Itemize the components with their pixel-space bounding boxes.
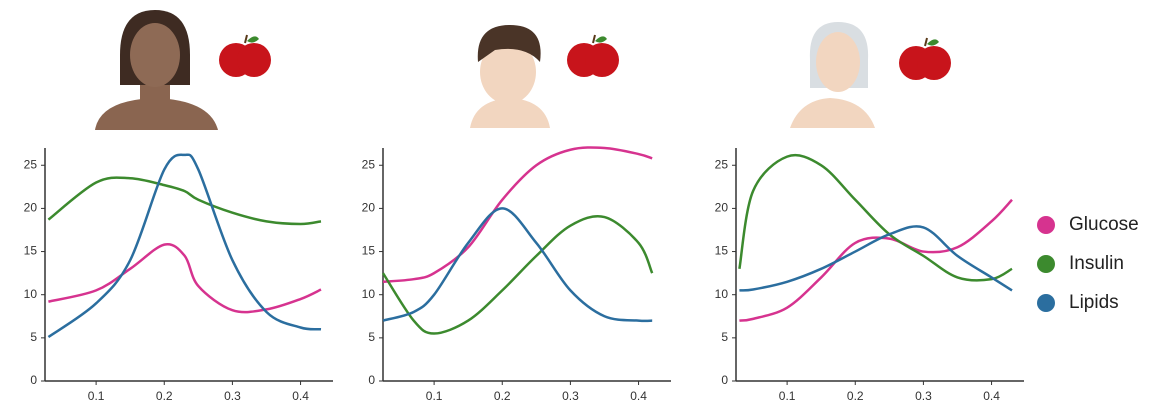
line — [739, 225, 1013, 292]
x-tick-label: 0.2 — [494, 389, 511, 403]
legend-label: Lipids — [1069, 292, 1119, 313]
x-tick-label: 0.2 — [156, 389, 173, 403]
x-tick-label: 0.4 — [983, 389, 1000, 403]
legend-marker — [1037, 255, 1055, 273]
line — [738, 153, 1013, 282]
person-body — [790, 98, 875, 128]
y-tick-label: 25 — [362, 157, 376, 171]
legend-label: Glucose — [1069, 214, 1139, 235]
apple — [567, 34, 619, 77]
x-tick-label: 0.1 — [426, 389, 443, 403]
legend-label: Insulin — [1069, 253, 1124, 274]
apple — [899, 37, 951, 80]
x-tick-label: 0.2 — [847, 389, 864, 403]
person-hair — [477, 25, 541, 62]
person-face — [480, 40, 536, 104]
y-tick-label: 5 — [30, 330, 37, 344]
y-tick-label: 15 — [362, 244, 376, 258]
y-tick-label: 25 — [24, 157, 38, 171]
line — [382, 146, 653, 284]
y-tick-label: 20 — [362, 201, 376, 215]
person-body — [95, 98, 218, 130]
line — [382, 207, 653, 323]
y-tick-label: 0 — [368, 373, 375, 387]
line — [739, 198, 1013, 322]
person-body — [470, 98, 550, 128]
x-tick-label: 0.4 — [630, 389, 647, 403]
y-tick-label: 15 — [715, 244, 729, 258]
y-tick-label: 10 — [24, 287, 38, 301]
x-tick-label: 0.1 — [779, 389, 796, 403]
x-tick-label: 0.1 — [88, 389, 105, 403]
line — [48, 242, 322, 314]
y-tick-label: 10 — [715, 287, 729, 301]
legend-marker — [1037, 294, 1055, 312]
line — [47, 153, 322, 339]
y-tick-label: 25 — [715, 157, 729, 171]
y-tick-label: 5 — [368, 330, 375, 344]
y-tick-label: 0 — [30, 373, 37, 387]
y-tick-label: 0 — [721, 373, 728, 387]
y-tick-label: 15 — [24, 244, 38, 258]
apple — [219, 34, 271, 77]
icons — [95, 10, 951, 130]
x-tick-label: 0.4 — [292, 389, 309, 403]
x-tick-label: 0.3 — [224, 389, 241, 403]
line — [381, 215, 654, 335]
person-face — [816, 32, 860, 92]
legend-marker — [1037, 216, 1055, 234]
y-tick-label: 10 — [362, 287, 376, 301]
x-tick-label: 0.3 — [915, 389, 932, 403]
y-tick-label: 20 — [715, 201, 729, 215]
person-face — [130, 23, 180, 87]
y-tick-label: 5 — [721, 330, 728, 344]
line — [47, 176, 322, 226]
x-tick-label: 0.3 — [562, 389, 579, 403]
y-tick-label: 20 — [24, 201, 38, 215]
